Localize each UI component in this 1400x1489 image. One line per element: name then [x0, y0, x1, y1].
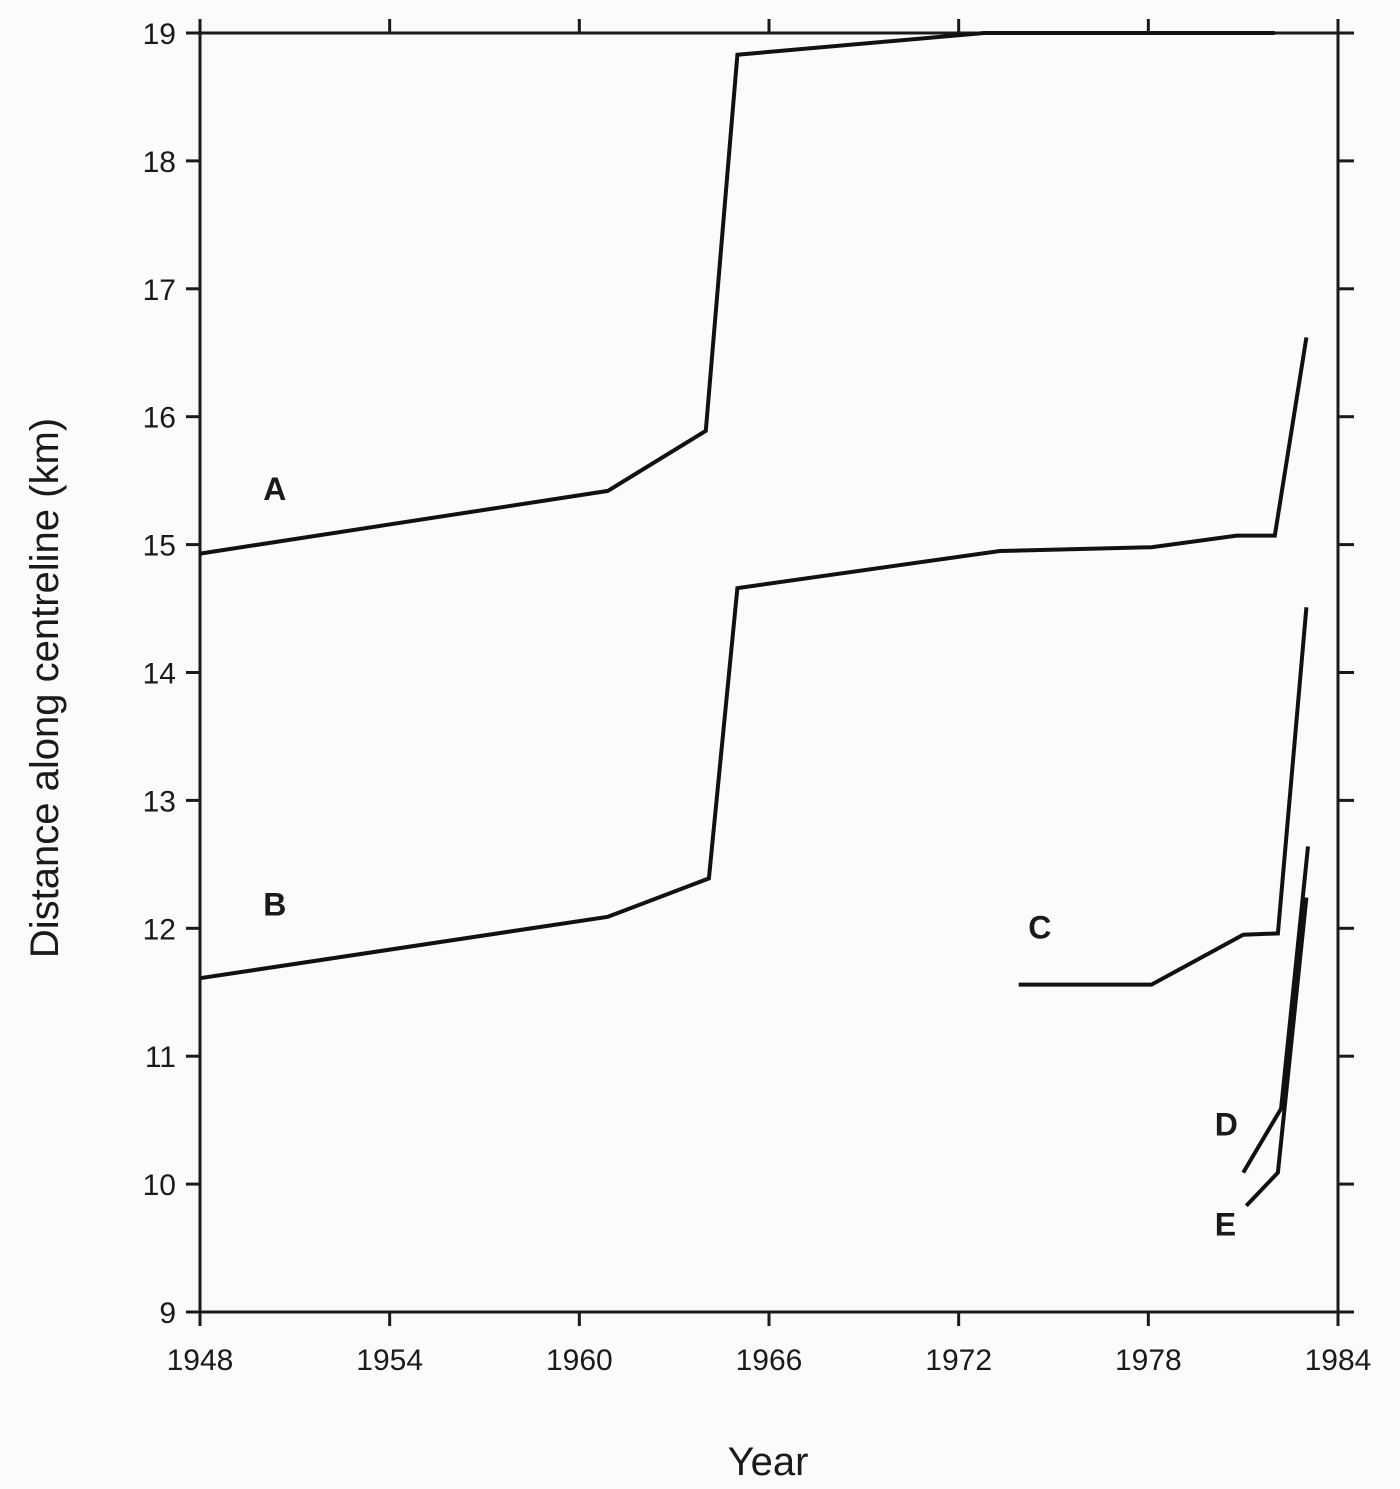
y-axis-ticks: 9 10 11 12 13 14 15 16 17 18 19 [143, 18, 1354, 1330]
series-label-a: A [263, 471, 286, 507]
x-tick-label: 1984 [1305, 1344, 1372, 1377]
y-tick-label: 14 [143, 658, 176, 691]
x-tick-label: 1972 [925, 1344, 992, 1377]
y-tick-label: 15 [143, 530, 176, 563]
y-tick-label: 11 [145, 1041, 176, 1074]
data-series [199, 31, 1310, 1208]
series-line-c [1018, 607, 1309, 987]
y-tick-label: 16 [143, 402, 176, 435]
y-axis-title: Distance along centreline (km) [23, 418, 67, 958]
y-tick-label: 12 [143, 913, 176, 946]
x-tick-label: 1960 [546, 1344, 613, 1377]
plot-frame [198, 31, 1340, 1314]
series-label-e: E [1215, 1206, 1236, 1242]
x-tick-label: 1966 [736, 1344, 803, 1377]
series-labels: A B C D E [263, 471, 1238, 1242]
axes-box [198, 31, 1340, 1314]
y-tick-label: 18 [143, 146, 176, 179]
series-line-a [199, 31, 1275, 556]
x-tick-label: 1948 [167, 1344, 234, 1377]
series-line-b [199, 337, 1309, 981]
x-tick-label: 1978 [1115, 1344, 1182, 1377]
y-tick-label: 9 [159, 1297, 176, 1330]
y-tick-label: 19 [143, 18, 176, 51]
x-tick-label: 1954 [356, 1344, 423, 1377]
series-line-e [1244, 897, 1309, 1208]
series-label-b: B [263, 887, 286, 923]
y-tick-label: 10 [143, 1169, 176, 1202]
x-axis-ticks: 1948 1954 1960 1966 1972 1978 1984 [167, 19, 1372, 1377]
series-label-d: D [1215, 1106, 1238, 1142]
series-label-c: C [1028, 910, 1051, 946]
x-axis-title: Year [728, 1440, 809, 1484]
y-tick-label: 17 [143, 274, 176, 307]
y-tick-label: 13 [143, 785, 176, 818]
series-line-d [1241, 846, 1310, 1174]
